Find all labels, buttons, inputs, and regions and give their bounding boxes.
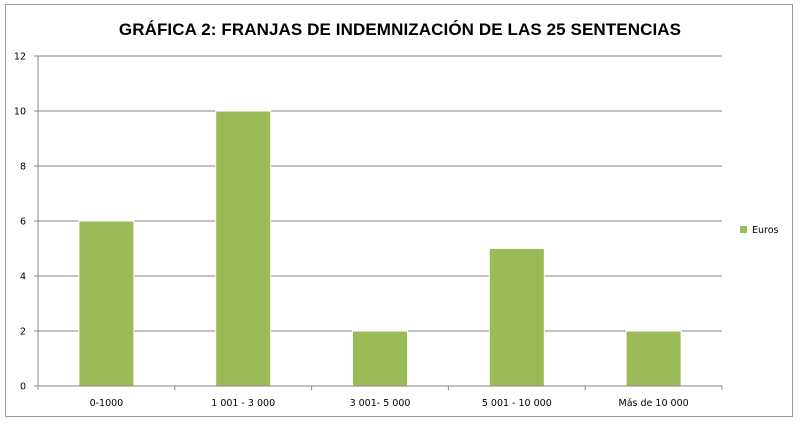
bars xyxy=(78,110,682,387)
x-tick-label: 1 001 - 3 000 xyxy=(211,398,275,409)
legend-swatch xyxy=(740,226,747,233)
y-tick-labels: 0 2 4 6 8 10 12 xyxy=(14,52,26,393)
legend-label: Euros xyxy=(752,225,779,236)
y-tick-label: 0 xyxy=(20,382,26,393)
y-tick-label: 6 xyxy=(20,217,26,228)
x-tick-label: 0-1000 xyxy=(90,398,124,409)
y-tick-label: 8 xyxy=(20,162,26,173)
bar xyxy=(78,220,135,387)
y-tick-label: 2 xyxy=(20,327,26,338)
legend: Euros xyxy=(740,225,779,236)
bar xyxy=(352,330,408,387)
bar xyxy=(625,330,682,387)
y-tick-label: 10 xyxy=(14,107,26,118)
x-tick-label: 5 001 - 10 000 xyxy=(482,398,552,409)
bar xyxy=(488,248,545,387)
y-tick-label: 4 xyxy=(20,272,26,283)
x-tick-label: 3 001- 5 000 xyxy=(350,398,411,409)
bar xyxy=(215,110,272,387)
x-tick-label: Más de 10 000 xyxy=(619,398,689,409)
y-tick-label: 12 xyxy=(14,52,26,63)
axes xyxy=(37,56,723,390)
x-tick-labels: 0-1000 1 001 - 3 000 3 001- 5 000 5 001 - 1… xyxy=(90,398,689,409)
chart-title: GRÁFICA 2: FRANJAS DE INDEMNIZACIÓN DE L… xyxy=(118,20,682,39)
gridlines xyxy=(34,55,722,387)
